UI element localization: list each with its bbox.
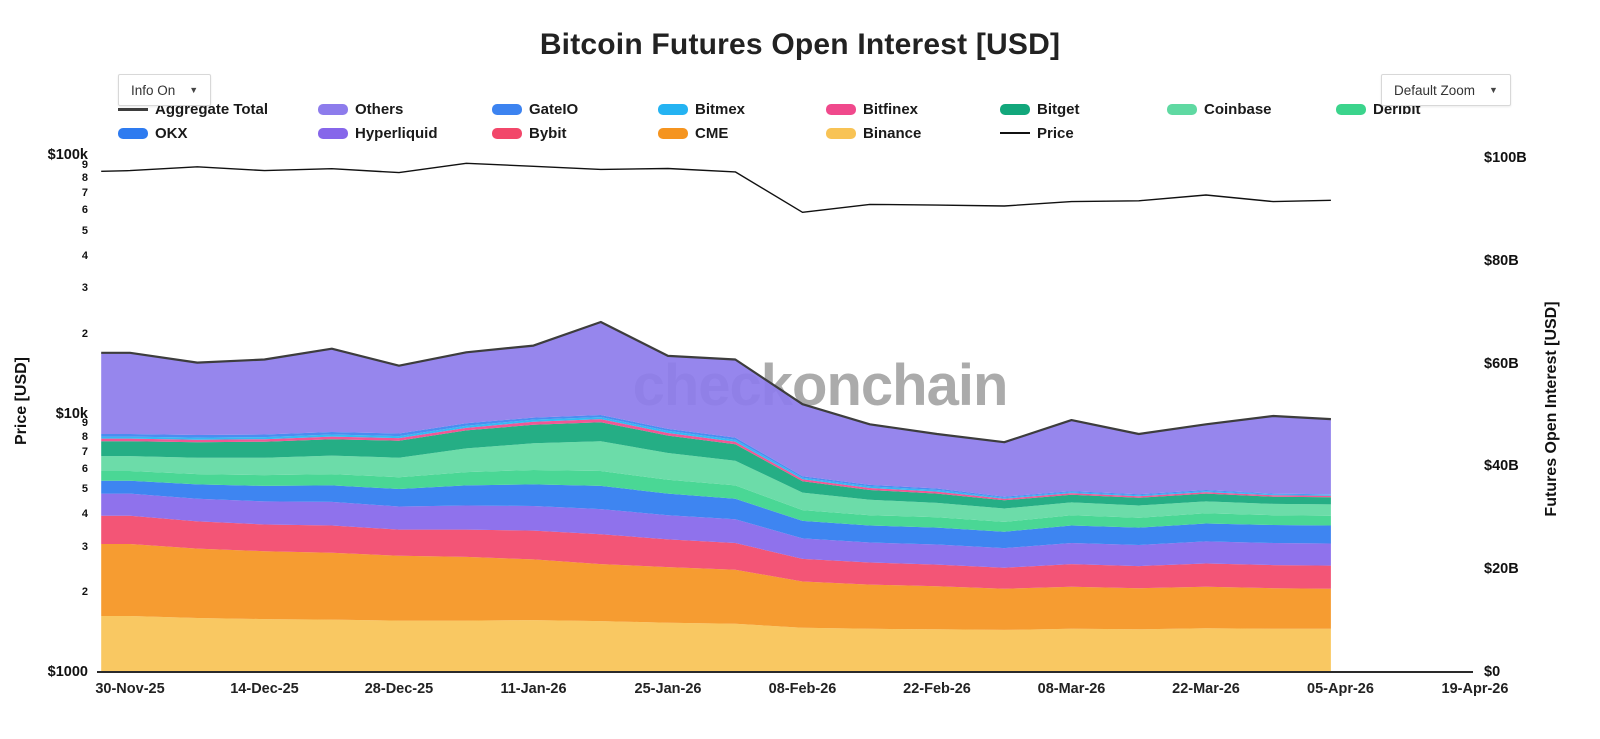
- left-axis-title: Price [USD]: [13, 356, 30, 446]
- date-axis-tick: 22-Mar-26: [1172, 681, 1240, 697]
- price-line: [101, 162, 1331, 213]
- price-axis-tick: 9: [81, 417, 88, 430]
- legend-label: Binance: [863, 124, 922, 142]
- oi-axis-tick: $80B: [1484, 252, 1519, 269]
- info-toggle-dropdown[interactable]: Info On ▼: [118, 74, 212, 106]
- area-others: [101, 322, 1331, 497]
- price-axis-tick: 6: [81, 462, 88, 475]
- right-axis-title: Futures Open Interest [USD]: [1543, 301, 1560, 517]
- area-binance: [101, 616, 1331, 672]
- legend-item-cme[interactable]: CME: [658, 124, 728, 142]
- price-axis-tick: 4: [81, 508, 88, 521]
- legend-item-okx[interactable]: OKX: [118, 124, 188, 142]
- price-axis-tick: 8: [81, 172, 88, 185]
- legend-swatch: [118, 107, 148, 111]
- legend-swatch: [826, 103, 856, 115]
- legend-swatch: [826, 127, 856, 139]
- chart-title: Bitcoin Futures Open Interest [USD]: [539, 28, 1061, 61]
- price-axis-tick: 2: [81, 586, 88, 599]
- price-axis-tick: 4: [81, 249, 88, 262]
- zoom-preset-dropdown[interactable]: Default Zoom ▼: [1381, 74, 1511, 106]
- legend-swatch: [658, 127, 688, 139]
- legend-item-coinbase[interactable]: Coinbase: [1167, 100, 1272, 118]
- price-axis-tick: 7: [81, 187, 88, 200]
- area-bitget: [101, 422, 1331, 509]
- legend-swatch: [118, 127, 148, 139]
- area-okx: [101, 480, 1331, 549]
- oi-axis-tick: $20B: [1484, 561, 1519, 578]
- legend-swatch: [1336, 103, 1366, 115]
- legend-label: Price: [1037, 124, 1074, 142]
- legend-item-price[interactable]: Price: [1000, 124, 1074, 142]
- legend-swatch: [318, 127, 348, 139]
- date-axis-tick: 28-Dec-25: [364, 681, 434, 697]
- legend-swatch: [1000, 103, 1030, 115]
- price-axis-tick: 3: [81, 282, 88, 295]
- oi-axis-tick: $0: [1484, 664, 1501, 680]
- legend-item-bitmex[interactable]: Bitmex: [658, 100, 745, 118]
- legend: Aggregate Total Others GateIO Bitmex Bitfine…: [0, 0, 1600, 160]
- legend-label: Bybit: [529, 124, 567, 142]
- price-axis-tick: $1000: [47, 664, 88, 680]
- legend-label: Bitfinex: [863, 100, 919, 118]
- legend-label: GateIO: [529, 100, 579, 118]
- legend-label: Coinbase: [1204, 100, 1272, 118]
- legend-label: CME: [695, 124, 729, 142]
- price-axis-tick: 8: [81, 430, 88, 443]
- price-axis-tick: 5: [81, 483, 88, 496]
- legend-label: Bitget: [1037, 100, 1080, 118]
- legend-swatch: [492, 103, 522, 115]
- area-cme: [101, 544, 1331, 630]
- legend-swatch: [658, 103, 688, 115]
- legend-item-hyperliquid[interactable]: Hyperliquid: [318, 124, 438, 142]
- legend-swatch: [1167, 103, 1197, 115]
- date-axis-tick: 22-Feb-26: [903, 681, 971, 697]
- price-axis-tick: 7: [81, 445, 88, 458]
- date-axis-tick: 05-Apr-26: [1307, 681, 1374, 697]
- area-coinbase: [101, 441, 1331, 522]
- chevron-down-icon: ▼: [189, 85, 199, 95]
- aggregate-total-line: [101, 320, 1331, 444]
- legend-item-bitget[interactable]: Bitget: [1000, 100, 1080, 118]
- legend-item-binance[interactable]: Binance: [826, 124, 921, 142]
- date-axis-tick: 14-Dec-25: [230, 681, 299, 697]
- price-axis-tick: 6: [81, 204, 88, 217]
- oi-axis-tick: $40B: [1484, 458, 1519, 475]
- date-axis-tick: 08-Mar-26: [1037, 681, 1106, 697]
- oi-axis-tick: $100B: [1484, 150, 1527, 166]
- legend-item-bybit[interactable]: Bybit: [492, 124, 567, 142]
- area-bybit: [101, 515, 1331, 589]
- legend-label: Others: [355, 100, 404, 118]
- price-axis-tick: 9: [81, 158, 88, 171]
- legend-item-bitfinex[interactable]: Bitfinex: [826, 100, 918, 118]
- price-axis-tick: 5: [81, 224, 88, 237]
- legend-swatch: [492, 127, 522, 139]
- area-hyperliquid: [101, 493, 1331, 568]
- chevron-down-icon: ▼: [1489, 85, 1498, 95]
- date-axis-tick: 25-Jan-26: [634, 681, 702, 697]
- legend-label: Hyperliquid: [355, 124, 438, 142]
- price-axis-tick: $100k: [47, 147, 88, 163]
- info-toggle-label: Info On: [131, 82, 176, 98]
- legend-item-others[interactable]: Others: [318, 100, 403, 118]
- date-axis-tick: 08-Feb-26: [768, 681, 837, 697]
- area-deribit: [101, 470, 1331, 532]
- legend-swatch: [1000, 132, 1030, 134]
- legend-label: Bitmex: [695, 100, 746, 118]
- price-axis-tick: 2: [81, 327, 88, 340]
- legend-label: OKX: [155, 124, 188, 142]
- legend-swatch: [318, 103, 348, 115]
- date-axis-tick: 19-Apr-26: [1441, 681, 1509, 697]
- price-axis-tick: 3: [81, 540, 88, 553]
- price-axis-tick: $10k: [55, 405, 88, 422]
- zoom-preset-label: Default Zoom: [1394, 82, 1476, 98]
- legend-item-gateio[interactable]: GateIO: [492, 100, 578, 118]
- date-axis-tick: 11-Jan-26: [500, 681, 567, 697]
- date-axis-tick: 30-Nov-25: [95, 681, 165, 697]
- oi-axis-tick: $60B: [1484, 355, 1519, 372]
